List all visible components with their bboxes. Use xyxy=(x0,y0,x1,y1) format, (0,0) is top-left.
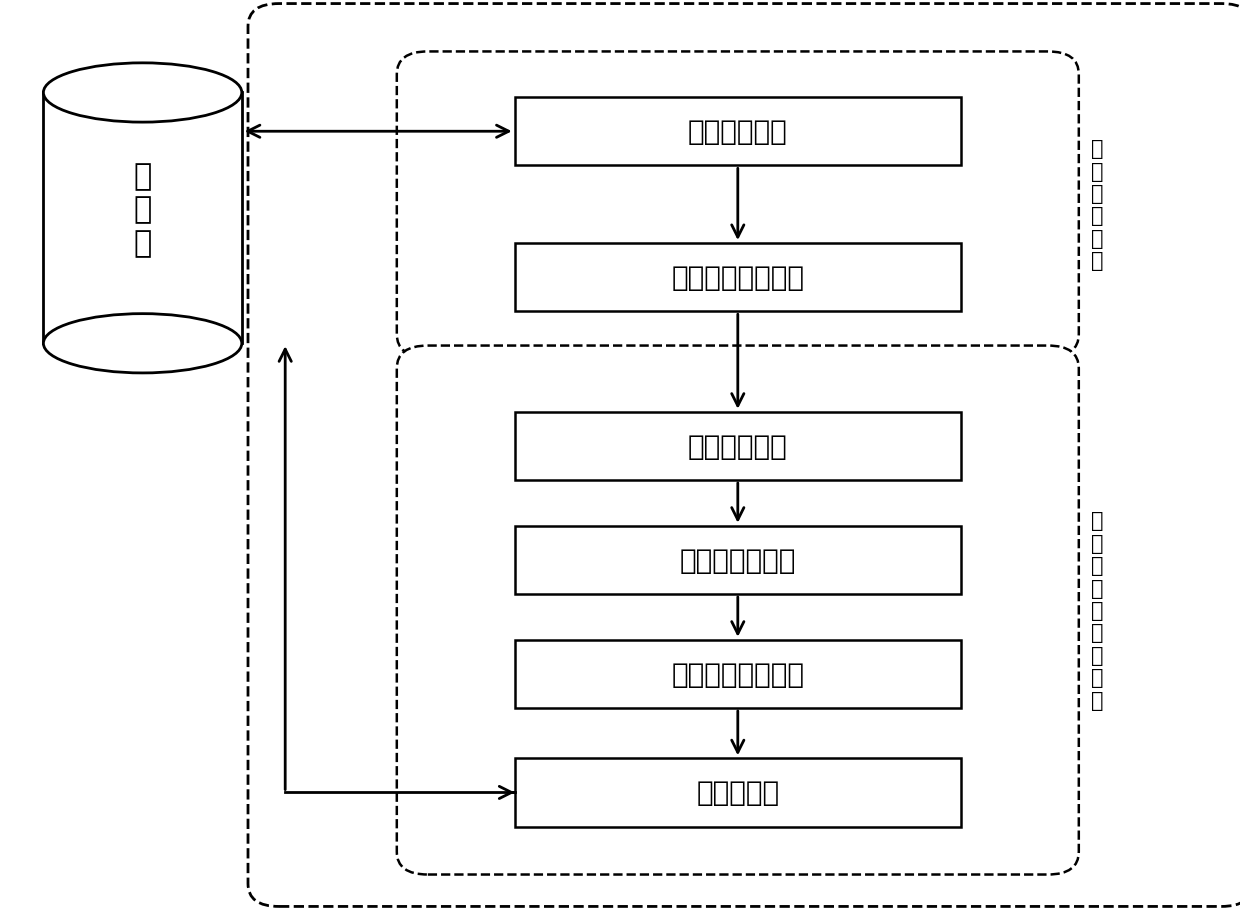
Bar xyxy=(43,94,242,344)
Text: 知识建构关系挖掘: 知识建构关系挖掘 xyxy=(671,264,805,292)
Text: 知识流融合聚类: 知识流融合聚类 xyxy=(680,547,796,574)
FancyBboxPatch shape xyxy=(397,52,1079,358)
Text: 演化知识库: 演化知识库 xyxy=(696,779,780,806)
Text: 知识演化脉络抽取: 知识演化脉络抽取 xyxy=(671,660,805,688)
Ellipse shape xyxy=(43,64,242,123)
FancyBboxPatch shape xyxy=(515,244,961,312)
Text: 建
构
知
识
网
络: 建 构 知 识 网 络 xyxy=(1091,139,1104,271)
FancyBboxPatch shape xyxy=(515,527,961,594)
FancyBboxPatch shape xyxy=(515,640,961,709)
Text: 领域知识抽取: 领域知识抽取 xyxy=(688,118,787,146)
FancyBboxPatch shape xyxy=(515,758,961,827)
Ellipse shape xyxy=(43,314,242,374)
FancyBboxPatch shape xyxy=(515,98,961,167)
FancyBboxPatch shape xyxy=(248,5,1240,906)
Text: 时
空
域
联
合
知
识
网
络: 时 空 域 联 合 知 识 网 络 xyxy=(1091,511,1104,710)
FancyBboxPatch shape xyxy=(397,346,1079,875)
FancyBboxPatch shape xyxy=(515,412,961,481)
Text: 数
据
库: 数 据 库 xyxy=(134,161,151,258)
Text: 演化关系挖掘: 演化关系挖掘 xyxy=(688,433,787,460)
